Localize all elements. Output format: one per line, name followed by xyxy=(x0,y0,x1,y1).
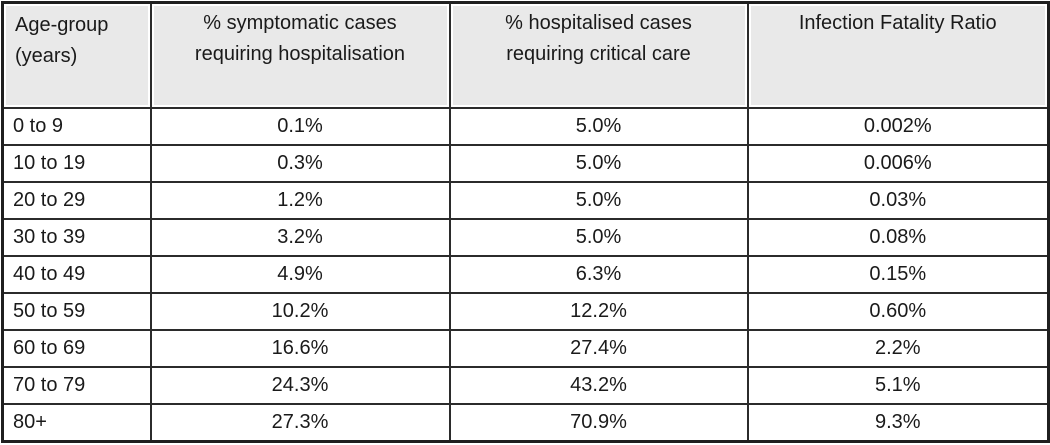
age-group-cell: 30 to 39 xyxy=(1,217,152,257)
table-row: 30 to 39 3.2% 5.0% 0.08% xyxy=(1,217,1050,257)
ifr-cell: 0.15% xyxy=(746,254,1050,295)
critical-care-cell: 27.4% xyxy=(448,329,749,369)
ifr-cell: 0.006% xyxy=(746,143,1050,183)
header-symptomatic-line2: requiring hospitalisation xyxy=(194,43,406,65)
table-row: 40 to 49 4.9% 6.3% 0.15% xyxy=(1,254,1050,295)
age-group-cell: 80+ xyxy=(1,403,152,443)
table-row: 0 to 9 0.1% 5.0% 0.002% xyxy=(1,106,1050,146)
table-row: 20 to 29 1.2% 5.0% 0.03% xyxy=(1,180,1050,220)
header-ifr-line1: Infection Fatality Ratio xyxy=(798,12,997,34)
critical-care-cell: 5.0% xyxy=(448,106,749,146)
age-group-cell: 60 to 69 xyxy=(1,329,152,369)
header-infection-fatality-ratio: Infection Fatality Ratio xyxy=(746,1,1050,109)
critical-care-cell: 5.0% xyxy=(448,217,749,257)
hospitalisation-cell: 27.3% xyxy=(149,403,451,443)
table-row: 80+ 27.3% 70.9% 9.3% xyxy=(1,403,1050,443)
age-group-cell: 50 to 59 xyxy=(1,292,152,332)
critical-care-cell: 5.0% xyxy=(448,180,749,220)
age-group-cell: 20 to 29 xyxy=(1,180,152,220)
header-symptomatic-line1: % symptomatic cases xyxy=(203,12,397,34)
ifr-cell: 0.60% xyxy=(746,292,1050,332)
ifr-cell: 0.03% xyxy=(746,180,1050,220)
header-critical-care: % hospitalised cases requiring critical … xyxy=(448,1,749,109)
hospitalisation-cell: 0.1% xyxy=(149,106,451,146)
ifr-cell: 0.08% xyxy=(746,217,1050,257)
critical-care-cell: 70.9% xyxy=(448,403,749,443)
header-critical-line2: requiring critical care xyxy=(506,43,691,65)
header-critical-line1: % hospitalised cases xyxy=(505,12,692,34)
hospitalisation-cell: 24.3% xyxy=(149,366,451,406)
table-row: 70 to 79 24.3% 43.2% 5.1% xyxy=(1,366,1050,406)
header-age-group-line2: (years) xyxy=(15,45,78,67)
table-row: 10 to 19 0.3% 5.0% 0.006% xyxy=(1,143,1050,183)
hospitalisation-cell: 3.2% xyxy=(149,217,451,257)
critical-care-cell: 5.0% xyxy=(448,143,749,183)
ifr-cell: 2.2% xyxy=(746,329,1050,369)
age-group-cell: 10 to 19 xyxy=(1,143,152,183)
ifr-cell: 5.1% xyxy=(746,366,1050,406)
critical-care-cell: 43.2% xyxy=(448,366,749,406)
hospitalisation-cell: 10.2% xyxy=(149,292,451,332)
table-row: 50 to 59 10.2% 12.2% 0.60% xyxy=(1,292,1050,332)
critical-care-cell: 6.3% xyxy=(448,254,749,295)
age-group-cell: 70 to 79 xyxy=(1,366,152,406)
header-age-group-line1: Age-group xyxy=(15,14,109,36)
hospitalisation-cell: 1.2% xyxy=(149,180,451,220)
hospitalisation-cell: 0.3% xyxy=(149,143,451,183)
ifr-cell: 0.002% xyxy=(746,106,1050,146)
ifr-cell: 9.3% xyxy=(746,403,1050,443)
hospitalisation-cell: 16.6% xyxy=(149,329,451,369)
header-age-group: Age-group (years) xyxy=(1,1,152,109)
age-group-cell: 0 to 9 xyxy=(1,106,152,146)
table-header: Age-group (years) % symptomatic cases re… xyxy=(1,1,1050,109)
header-symptomatic-hospitalisation: % symptomatic cases requiring hospitalis… xyxy=(149,1,451,109)
header-row: Age-group (years) % symptomatic cases re… xyxy=(1,1,1050,109)
hospitalisation-cell: 4.9% xyxy=(149,254,451,295)
age-group-cell: 40 to 49 xyxy=(1,254,152,295)
table-body: 0 to 9 0.1% 5.0% 0.002% 10 to 19 0.3% 5.… xyxy=(1,106,1050,443)
table-row: 60 to 69 16.6% 27.4% 2.2% xyxy=(1,329,1050,369)
critical-care-cell: 12.2% xyxy=(448,292,749,332)
